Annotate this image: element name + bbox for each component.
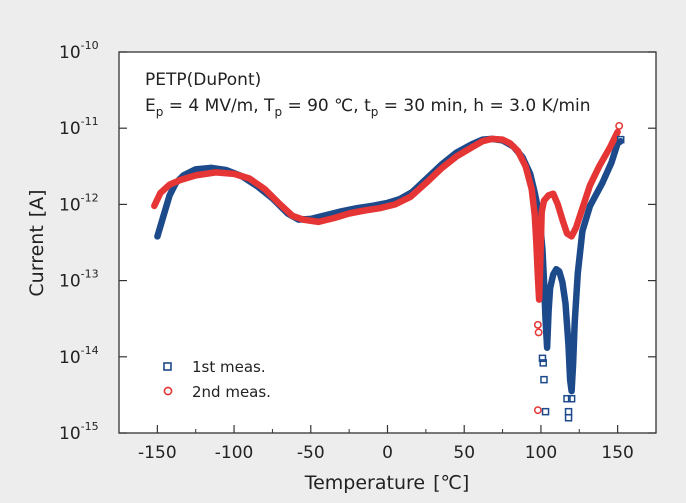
y-axis-title: Current[A] bbox=[26, 189, 48, 296]
y-tick-label: 10-14 bbox=[59, 344, 99, 368]
data-point-1st bbox=[563, 394, 571, 403]
legend-marker-1st bbox=[163, 362, 172, 371]
legend: 1st meas. 2nd meas. bbox=[163, 358, 271, 401]
data-markers bbox=[533, 121, 625, 422]
data-point-2nd bbox=[534, 328, 543, 337]
data-point-2nd bbox=[615, 121, 624, 130]
y-tick-label: 10-10 bbox=[59, 39, 99, 63]
legend-marker-2nd bbox=[163, 386, 173, 396]
data-point-1st bbox=[538, 354, 547, 363]
annotation-conditions: Ep = 4 MV/m, Tp = 90 ℃, tp = 30 min, h =… bbox=[145, 96, 591, 119]
y-tick-label: 10-12 bbox=[59, 191, 99, 215]
x-tick-label: 150 bbox=[601, 443, 633, 463]
data-point-1st bbox=[540, 375, 548, 384]
legend-label-1st: 1st meas. bbox=[192, 358, 266, 376]
data-point-1st bbox=[541, 407, 550, 416]
annotation-title: PETP(DuPont) bbox=[145, 70, 261, 90]
x-tick-label: -150 bbox=[138, 443, 177, 463]
legend-label-2nd: 2nd meas. bbox=[192, 383, 271, 401]
x-tick-label: 0 bbox=[382, 443, 393, 463]
data-point-1st bbox=[616, 135, 625, 144]
x-tick-labels: -150 -100 -50 0 50 100 150 bbox=[138, 443, 634, 463]
data-point-2nd bbox=[533, 320, 542, 329]
data-point-1st bbox=[539, 359, 547, 367]
axis-ticks bbox=[118, 51, 657, 434]
x-axis-title: Temperature [℃] bbox=[304, 472, 470, 494]
data-point-1st bbox=[567, 394, 576, 403]
x-tick-label: 50 bbox=[453, 443, 475, 463]
data-curves bbox=[151, 128, 624, 395]
y-tick-labels: 10-15 10-14 10-13 10-12 10-11 10-10 bbox=[59, 39, 99, 444]
x-tick-label: -50 bbox=[297, 443, 325, 463]
y-tick-label: 10-13 bbox=[59, 268, 99, 292]
y-tick-label: 10-15 bbox=[59, 420, 99, 444]
data-point-1st bbox=[564, 414, 573, 422]
y-tick-label: 10-11 bbox=[59, 115, 99, 139]
x-tick-label: -100 bbox=[215, 443, 254, 463]
series-line-2nd bbox=[151, 128, 621, 303]
x-tick-label: 100 bbox=[525, 443, 557, 463]
data-point-2nd bbox=[533, 406, 542, 415]
